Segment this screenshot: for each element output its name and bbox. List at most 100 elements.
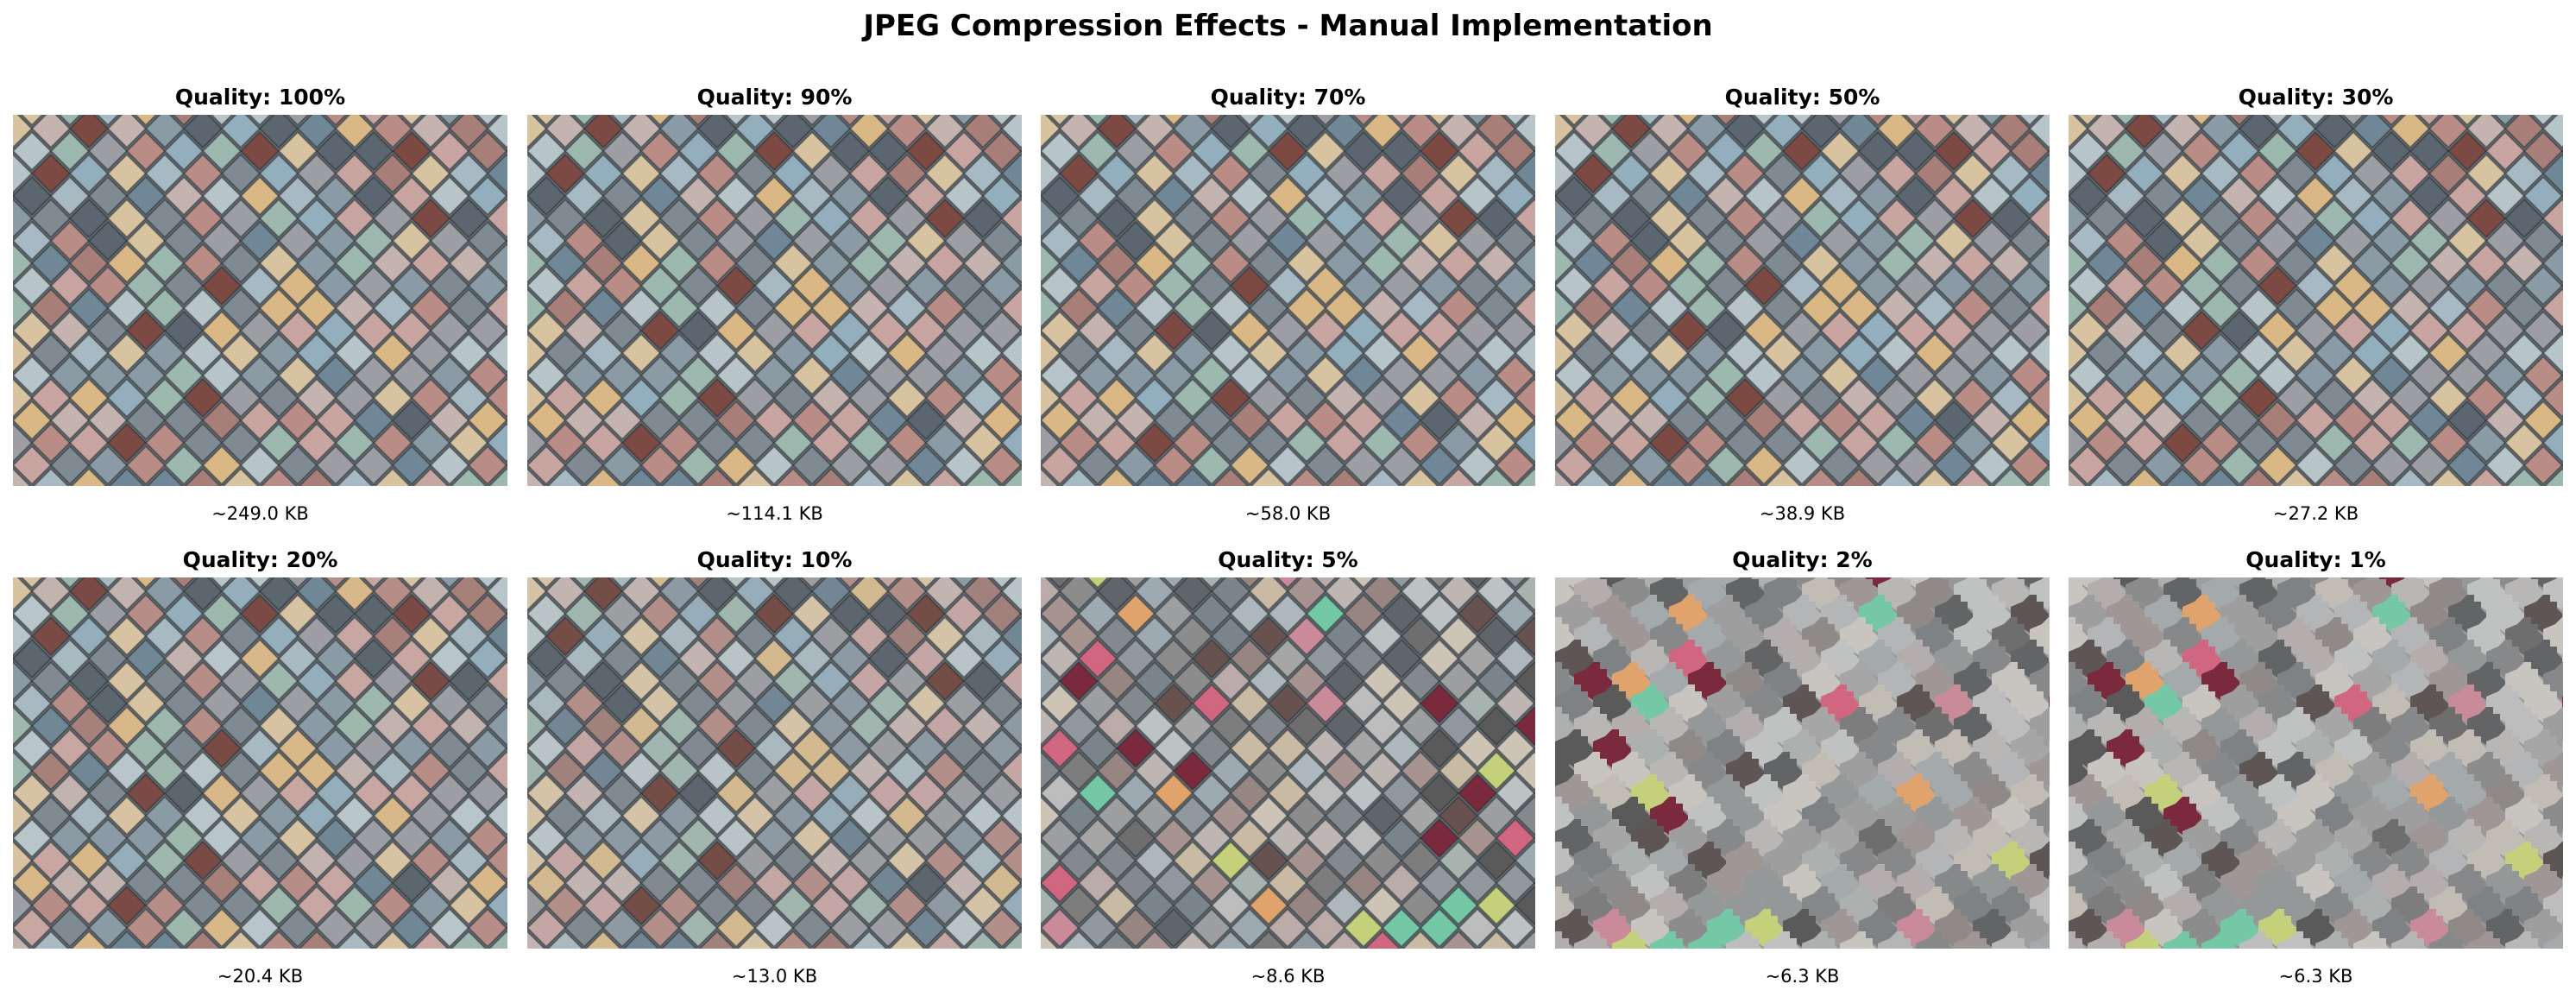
roof-tile: [2238, 153, 2279, 194]
roof-tile: [658, 198, 700, 239]
roof-tile: [49, 593, 91, 634]
roof-tile: [1973, 729, 2011, 767]
roof-tile: [2107, 729, 2145, 767]
roof-tile: [545, 115, 586, 149]
roof-tile: [2086, 153, 2127, 194]
roof-tile: [1400, 795, 1441, 836]
roof-tile: [2353, 617, 2391, 655]
roof-tile: [1153, 773, 1194, 814]
roof-tile: [753, 907, 795, 949]
roof-tile: [2486, 595, 2524, 633]
file-size-label: ~20.4 KB: [217, 966, 304, 987]
roof-tile: [601, 265, 643, 306]
roof-tile: [1650, 707, 1688, 745]
roof-tile: [1705, 355, 1747, 396]
roof-tile: [1878, 662, 1916, 700]
roof-tile: [1476, 198, 1517, 239]
roof-tile: [1248, 660, 1289, 702]
roof-tile: [527, 198, 548, 239]
roof-tile: [68, 840, 110, 881]
roof-tile: [1973, 774, 2011, 812]
roof-tile: [13, 817, 53, 859]
roof-tile: [1612, 797, 1650, 835]
roof-tile: [1343, 355, 1384, 396]
roof-tile: [583, 198, 624, 239]
roof-tile: [1895, 265, 1937, 306]
roof-tile: [1305, 593, 1346, 634]
roof-tile: [2126, 662, 2163, 700]
roof-tile: [1401, 467, 1439, 486]
roof-tile: [2541, 377, 2563, 419]
roof-tile: [1210, 615, 1251, 657]
roof-tile: [1707, 640, 1745, 678]
roof-tile: [1629, 355, 1671, 396]
roof-tile: [1058, 243, 1099, 284]
roof-tile: [696, 115, 738, 149]
roof-tile: [867, 310, 909, 351]
roof-tile: [696, 377, 738, 419]
roof-tile: [184, 467, 222, 486]
roof-tile: [163, 773, 205, 814]
roof-tile: [1058, 287, 1099, 329]
roof-tile: [1952, 243, 1993, 284]
roof-tile: [1781, 400, 1823, 441]
roof-tile: [448, 243, 489, 284]
roof-tile: [1288, 930, 1326, 949]
roof-tile: [534, 577, 558, 590]
roof-tile: [1248, 577, 1289, 612]
roof-tile: [2428, 153, 2469, 194]
roof-tile: [639, 310, 681, 351]
roof-tile: [2333, 265, 2374, 306]
roof-tile: [258, 287, 299, 329]
roof-tile: [410, 198, 451, 239]
roof-tile: [1419, 862, 1460, 904]
roof-tile: [943, 445, 985, 486]
roof-tile: [68, 577, 110, 612]
roof-tile: [1764, 662, 1802, 700]
roof-tile: [2371, 220, 2412, 262]
roof-tile: [1019, 746, 1022, 751]
roof-tile: [1514, 885, 1535, 926]
roof-tile: [1572, 377, 1614, 419]
roof-tile: [1134, 115, 1175, 149]
roof-tile: [2314, 422, 2355, 464]
roof-tile: [1438, 422, 1479, 464]
roof-tile: [2428, 287, 2469, 329]
roof-tile: [429, 265, 470, 306]
roof-tile: [1783, 909, 1821, 947]
roof-tile: [1400, 660, 1441, 702]
roof-tile: [1077, 817, 1118, 859]
roof-tile: [1476, 885, 1517, 926]
roof-tile: [1533, 611, 1535, 616]
roof-tile: [639, 220, 681, 262]
roof-tile: [1134, 615, 1175, 657]
roof-tile: [258, 198, 299, 239]
roof-tile: [1210, 377, 1251, 419]
roof-tile: [298, 930, 336, 949]
roof-tile: [258, 332, 299, 374]
roof-tile: [564, 220, 605, 262]
roof-tile: [1058, 153, 1099, 194]
roof-tile: [488, 467, 507, 486]
roof-tile: [527, 355, 567, 396]
roof-tile: [1648, 153, 1690, 194]
roof-tile: [125, 817, 167, 859]
roof-tile: [296, 198, 337, 239]
roof-tile: [620, 885, 662, 926]
roof-tile: [2371, 400, 2412, 441]
roof-tile: [1019, 880, 1022, 886]
roof-tile: [867, 130, 909, 172]
roof-tile: [2086, 115, 2127, 149]
roof-tile: [49, 130, 91, 172]
roof-tile: [2493, 115, 2517, 127]
roof-tile: [1555, 287, 1576, 329]
roof-tile: [1351, 115, 1376, 127]
roof-tile: [374, 467, 412, 486]
roof-tile: [1914, 153, 1956, 194]
roof-tile: [838, 115, 862, 127]
roof-tile: [1419, 593, 1460, 634]
roof-tile: [13, 705, 34, 747]
roof-tile: [296, 287, 337, 329]
roof-tile: [1191, 310, 1232, 351]
roof-tile: [601, 445, 643, 486]
